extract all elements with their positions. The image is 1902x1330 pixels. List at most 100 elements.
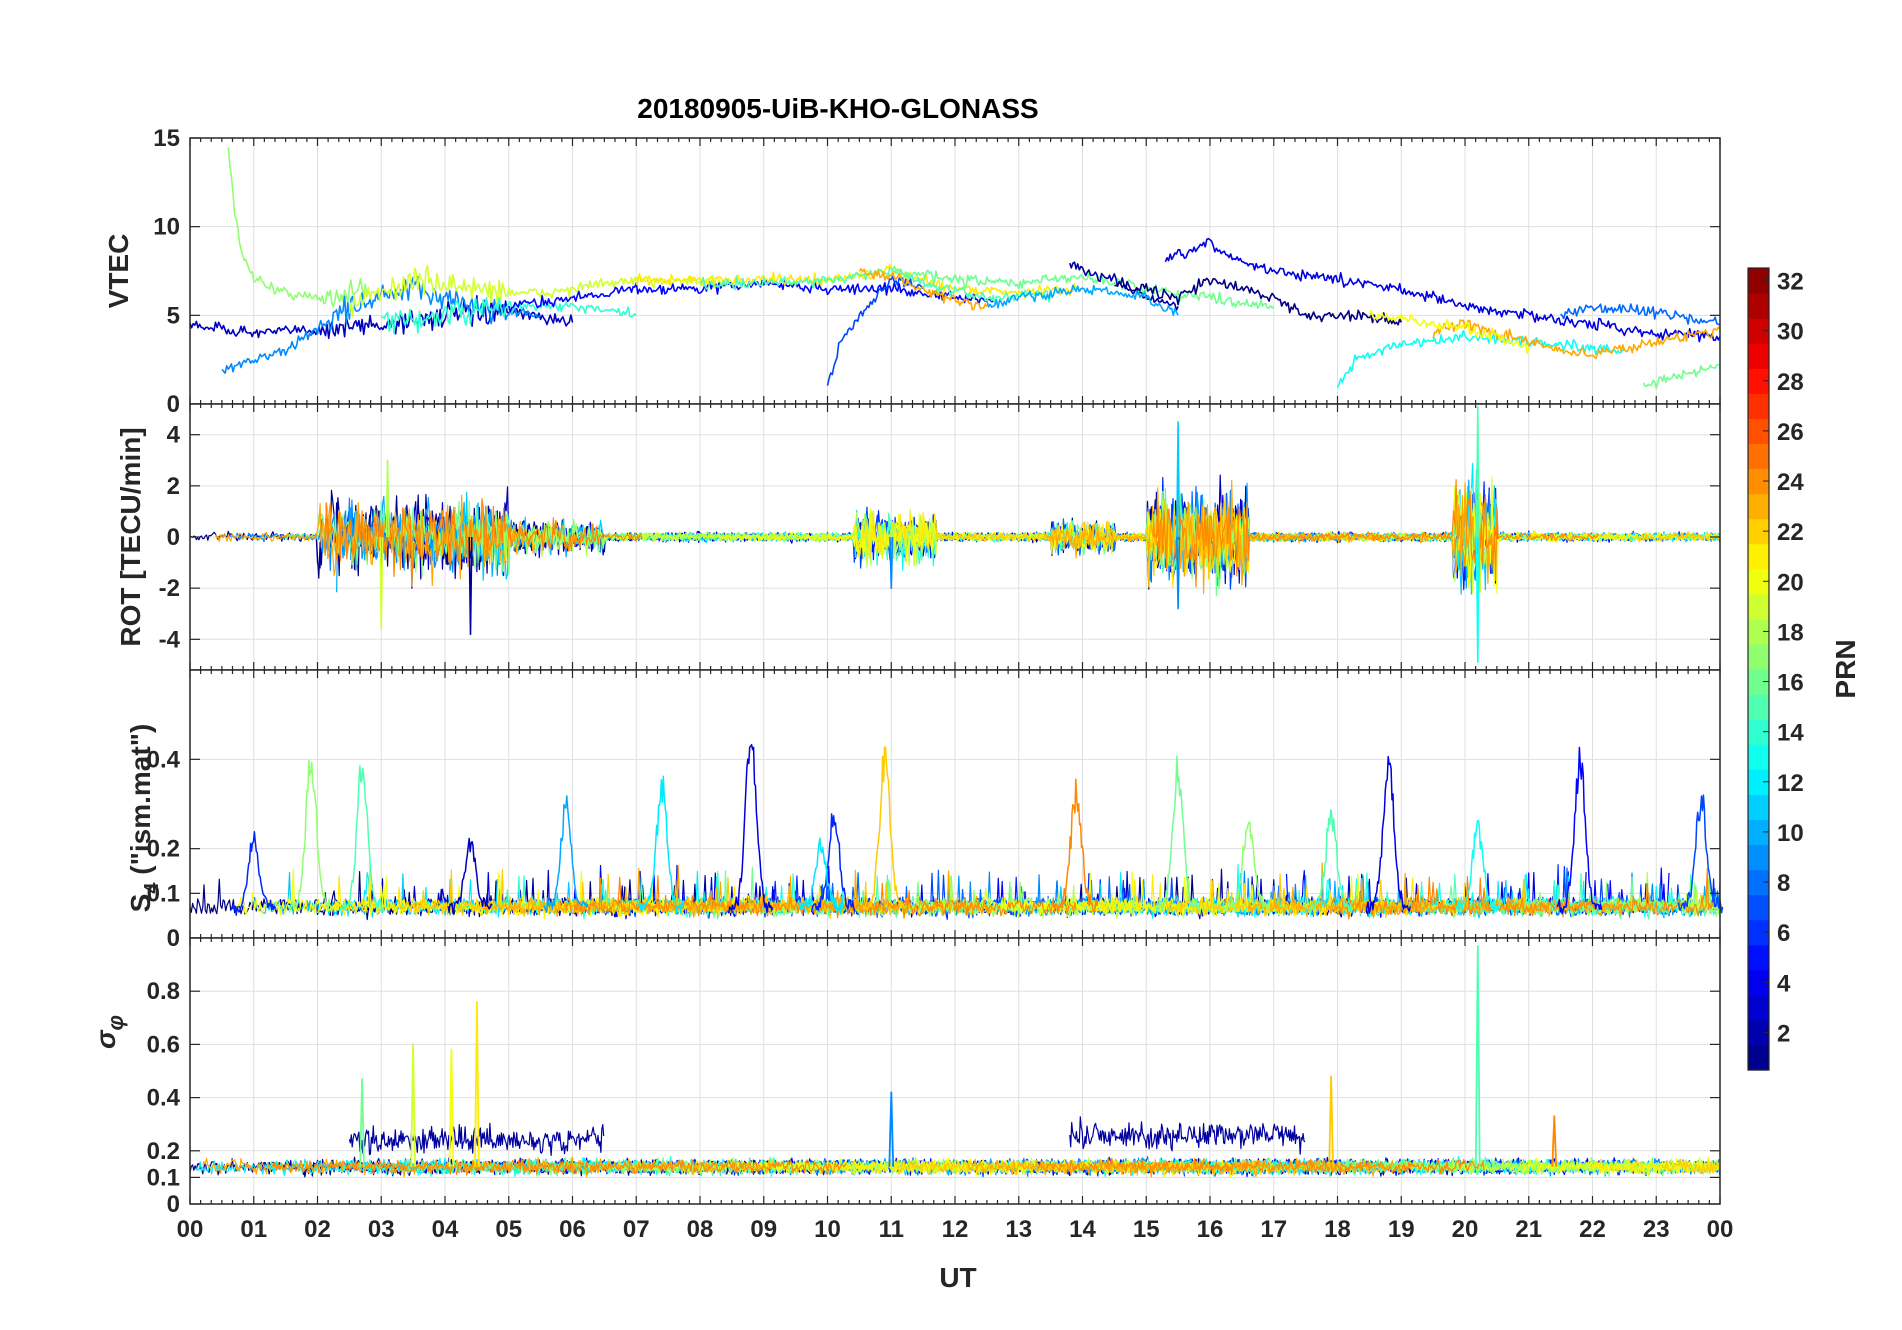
colorbar-bin: [1748, 719, 1769, 745]
s4-peak: [1155, 755, 1201, 913]
series-prn-8: [1560, 303, 1721, 326]
rot-peak: [1176, 421, 1181, 538]
sigma-peak: [359, 1078, 365, 1167]
rot-peak: [889, 536, 894, 589]
colorbar-bin: [1748, 518, 1769, 545]
s4-peak: [288, 759, 334, 913]
colorbar-tick-label: 6: [1777, 920, 1790, 947]
x-tick-label: 02: [304, 1216, 331, 1243]
y-axis-label-s4: S4 ("ism.mat"): [125, 724, 163, 913]
rot-peak: [385, 459, 390, 538]
series-prn-22: [1164, 873, 1549, 919]
s4-peak: [727, 743, 774, 914]
series-prn-10: [986, 284, 1179, 317]
x-tick-label: 00: [177, 1216, 204, 1243]
y-axis-label-sigma_phi: σφ: [90, 1015, 128, 1049]
s4-peak: [1225, 821, 1271, 914]
series-prn-20: [718, 508, 1166, 564]
sigma-elevated: [348, 1122, 605, 1156]
colorbar-bin: [1748, 819, 1769, 846]
s4-peak: [543, 795, 589, 913]
x-tick-label: 12: [942, 1216, 969, 1243]
colorbar-tick-label: 16: [1777, 670, 1804, 697]
s4-peak: [339, 765, 385, 913]
sigma-peak: [1474, 945, 1481, 1167]
y-tick-label: 2: [167, 473, 180, 500]
colorbar-tick-label: 4: [1777, 970, 1791, 997]
rot-peak: [379, 536, 384, 630]
colorbar-tick-label: 32: [1777, 269, 1804, 296]
colorbar-tick-label: 26: [1777, 419, 1804, 446]
rot-peak: [1475, 405, 1480, 538]
series-prn-24: [323, 498, 643, 578]
colorbar-bin: [1748, 919, 1769, 946]
colorbar-bin: [1748, 794, 1769, 820]
rot-peak: [468, 536, 473, 635]
y-tick-label: 0.2: [147, 836, 180, 863]
s4-peak: [861, 746, 908, 911]
x-axis-label: UT: [939, 1262, 976, 1293]
x-ticks: [189, 670, 1721, 938]
colorbar-frame: [1747, 267, 1770, 1071]
x-tick-label: 19: [1388, 1216, 1415, 1243]
y-tick-label: -4: [159, 626, 181, 653]
x-tick-label: 05: [495, 1216, 522, 1243]
colorbar-bin: [1748, 669, 1769, 695]
s4-peak: [1308, 809, 1354, 912]
colorbar-bin: [1748, 343, 1769, 369]
series-prn-1: [1114, 277, 1403, 326]
rot-peak: [1176, 536, 1181, 610]
s4-peak: [638, 775, 685, 915]
colorbar-bin: [1748, 443, 1769, 470]
series-prn-4: [1164, 237, 1721, 343]
y-tick-label: 0.2: [147, 1138, 180, 1165]
data-lines: [189, 405, 1721, 664]
x-tick-label: 20: [1452, 1216, 1479, 1243]
s4-peak: [810, 813, 856, 913]
colorbar-bin: [1748, 643, 1769, 670]
series-prn-17: [227, 147, 370, 308]
colorbar-bin: [1748, 1044, 1769, 1071]
colorbar-bin: [1748, 1019, 1769, 1046]
x-tick-label: 08: [687, 1216, 714, 1243]
y-tick-label: 15: [153, 125, 180, 152]
figure-title: 20180905-UiB-KHO-GLONASS: [637, 93, 1038, 124]
colorbar-tick-label: 20: [1777, 569, 1804, 596]
y-tick-label: 0.1: [147, 880, 180, 907]
y-tick-label: 0.4: [147, 746, 181, 773]
x-tick-label: 14: [1069, 1216, 1096, 1243]
colorbar-bin: [1748, 769, 1769, 795]
colorbar-tick-label: 2: [1777, 1020, 1790, 1047]
colorbar-tick-label: 22: [1777, 519, 1804, 546]
x-tick-label: 06: [559, 1216, 586, 1243]
colorbar-bin: [1748, 618, 1769, 645]
y-tick-label: 10: [153, 214, 180, 241]
y-tick-label: 0: [167, 1191, 180, 1218]
y-tick-label: -2: [159, 575, 180, 602]
colorbar-tick-label: 28: [1777, 369, 1804, 396]
panel-vtec: 0 5 10 15 VTEC: [103, 125, 1721, 418]
series-prn-22: [1637, 531, 1721, 542]
colorbar-bin: [1748, 894, 1769, 921]
colorbar-bin: [1748, 268, 1769, 294]
series-prn-21: [635, 264, 1083, 300]
colorbar-bin: [1748, 393, 1769, 419]
x-tick-label: 10: [814, 1216, 841, 1243]
s4-peak: [798, 837, 844, 915]
y-axis-label-vtec: VTEC: [103, 234, 134, 309]
colorbar-bin: [1748, 944, 1769, 971]
y-tick-label: 0: [167, 391, 180, 418]
panel-sigma_phi: 00.10.2 0.4 0.6 0.8 σφ 00 01 02 03 04 05 06 07 08 09 10…: [90, 937, 1733, 1243]
x-ticks: [189, 938, 1721, 1204]
colorbar-bin: [1748, 744, 1769, 770]
x-tick-label: 16: [1197, 1216, 1224, 1243]
series-prn-23: [1432, 319, 1721, 360]
x-tick-label: 21: [1515, 1216, 1542, 1243]
y-tick-label: 4: [167, 422, 181, 449]
colorbar-tick-label: 30: [1777, 319, 1804, 346]
s4-peak: [1365, 755, 1411, 915]
x-tick-label: 01: [240, 1216, 267, 1243]
series-prn-14: [380, 297, 637, 335]
sigma-peak: [1551, 1115, 1558, 1167]
